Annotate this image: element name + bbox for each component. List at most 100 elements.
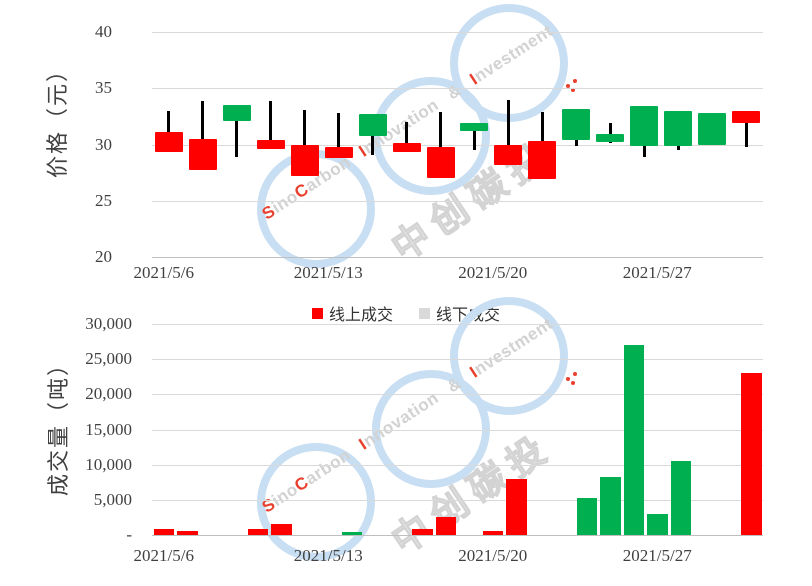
- candle-wick: [167, 110, 171, 153]
- watermark-accent-dot: [573, 79, 577, 83]
- candle-wick: [744, 110, 748, 147]
- price-x-axis-label: 2021/5/20: [458, 263, 528, 282]
- price-x-axis-label: 2021/5/27: [622, 263, 692, 282]
- watermark-accent-dot: [566, 84, 570, 88]
- candlestick-2021/5/12: [290, 144, 319, 176]
- price-gridline: [152, 32, 763, 33]
- candlestick-2021/5/25: [596, 134, 625, 143]
- volume-bar-2021/5/10: [247, 529, 268, 535]
- watermark-accent-dot: [571, 88, 575, 92]
- candlestick-2021/5/11: [256, 140, 285, 149]
- price-gridline: [152, 88, 763, 90]
- volume-gridline: [152, 324, 763, 325]
- candlestick-2021/5/31: [732, 110, 761, 124]
- volume-y-tick-label: 10,000: [85, 454, 132, 474]
- volume-gridline: [152, 429, 763, 431]
- volume-bar-2021/5/20: [482, 531, 503, 535]
- watermark-latin-segment: I: [355, 434, 371, 454]
- price-x-axis-label: 2021/5/6: [133, 263, 194, 282]
- candlestick-2021/5/19: [460, 123, 489, 131]
- legend-label: 线下成交: [436, 307, 501, 324]
- price-y-tick-label: 30: [95, 134, 112, 154]
- volume-y-tick-label: 15,000: [85, 419, 132, 439]
- watermark-latin-segment: S: [258, 494, 279, 517]
- watermark-latin-segment: C: [291, 179, 313, 203]
- volume-chart-panel: 成交量（吨） 线上成交 线下成交 SinoCarbon Innovation & …: [0, 293, 812, 586]
- volume-bar-2021/5/18: [435, 516, 456, 535]
- watermark-latin-segment: nvestment: [470, 21, 557, 86]
- candle-wick: [201, 100, 205, 171]
- watermark-accent-dot: [571, 381, 575, 385]
- candlestick-2021/5/24: [562, 108, 591, 140]
- price-gridline: [152, 144, 763, 146]
- legend-item-offline: 线下成交: [419, 301, 500, 325]
- volume-bar-2021/5/31: [741, 373, 762, 535]
- volume-bar-2021/5/7: [177, 531, 198, 535]
- legend-item-online: 线上成交: [311, 301, 393, 325]
- candle-wick: [608, 123, 612, 144]
- volume-y-tick-label: 25,000: [85, 349, 132, 369]
- volume-x-axis-line: [152, 535, 763, 536]
- candle-wick: [472, 123, 476, 151]
- watermark-latin-segment: S: [258, 201, 279, 224]
- watermark-accent-dot: [566, 377, 570, 381]
- watermark-cjk-text: 中创碳投: [384, 425, 561, 563]
- candle-wick: [235, 105, 239, 157]
- price-y-tick-label: 35: [95, 78, 112, 98]
- candlestick-2021/5/18: [426, 146, 455, 179]
- volume-x-axis-label: 2021/5/13: [293, 546, 363, 565]
- price-y-tick-label: 20: [95, 247, 112, 266]
- candlestick-2021/5/13: [324, 146, 353, 158]
- volume-bar-2021/5/14: [341, 532, 362, 535]
- price-x-axis-line: [152, 257, 763, 258]
- candlestick-2021/5/10: [222, 105, 251, 121]
- watermark-latin-segment: nnovation: [359, 380, 455, 451]
- candlestick-2021/5/7: [188, 138, 217, 171]
- volume-y-tick-label: 5,000: [93, 489, 132, 509]
- volume-x-axis-label: 2021/5/20: [458, 546, 528, 565]
- legend-marker-offline-icon: [419, 307, 430, 319]
- volume-y-tick-label: 30,000: [85, 314, 132, 333]
- volume-x-axis-label: 2021/5/6: [133, 546, 194, 565]
- price-chart-panel: 价格（元） SinoCarbon Innovation & Investment…: [45, 4, 763, 282]
- watermark-latin-segment: I: [466, 69, 482, 89]
- candlestick-2021/5/28: [698, 113, 727, 145]
- volume-bar-2021/5/26: [623, 345, 644, 535]
- candle-wick: [303, 109, 307, 176]
- watermark-latin-segment: arbon: [301, 437, 366, 489]
- volume-bar-2021/5/25: [600, 476, 621, 535]
- candlestick-2021/5/27: [664, 110, 693, 146]
- watermark-latin-segment: I: [466, 362, 482, 382]
- watermark-latin-segment: C: [291, 472, 313, 496]
- volume-bar-2021/5/21: [506, 478, 527, 535]
- volume-y-tick-label: 20,000: [85, 384, 132, 404]
- price-y-tick-label: 40: [95, 22, 112, 41]
- volume-gridline: [152, 464, 763, 466]
- candle-wick: [506, 99, 510, 165]
- volume-bar-2021/5/11: [271, 524, 292, 535]
- legend-marker-online-icon: [311, 307, 323, 319]
- candle-wick: [337, 113, 341, 158]
- candle-wick: [405, 122, 409, 153]
- legend-label: 线上成交: [328, 307, 393, 324]
- volume-bar-2021/5/24: [576, 498, 597, 535]
- candlestick-2021/5/21: [528, 141, 557, 180]
- volume-gridline: [152, 394, 763, 396]
- volume-gridline: [152, 359, 763, 361]
- watermark-latin-segment: &: [443, 365, 477, 397]
- candlestick-2021/5/14: [358, 114, 387, 136]
- price-y-axis-title: 价格（元）: [45, 57, 70, 178]
- price-y-tick-label: 25: [95, 190, 112, 210]
- candle-wick: [269, 100, 273, 149]
- candlestick-2021/5/17: [392, 143, 421, 153]
- volume-bar-2021/5/28: [670, 461, 691, 535]
- volume-gridline: [152, 499, 763, 501]
- candlestick-2021/5/6: [154, 132, 183, 153]
- candlestick-2021/5/20: [494, 144, 523, 165]
- volume-y-tick-label: -: [126, 525, 132, 544]
- watermark-latin-segment: ino: [268, 186, 302, 218]
- volume-bar-2021/5/17: [412, 529, 433, 535]
- volume-bar-2021/5/27: [647, 513, 668, 535]
- price-x-axis-label: 2021/5/13: [293, 263, 363, 282]
